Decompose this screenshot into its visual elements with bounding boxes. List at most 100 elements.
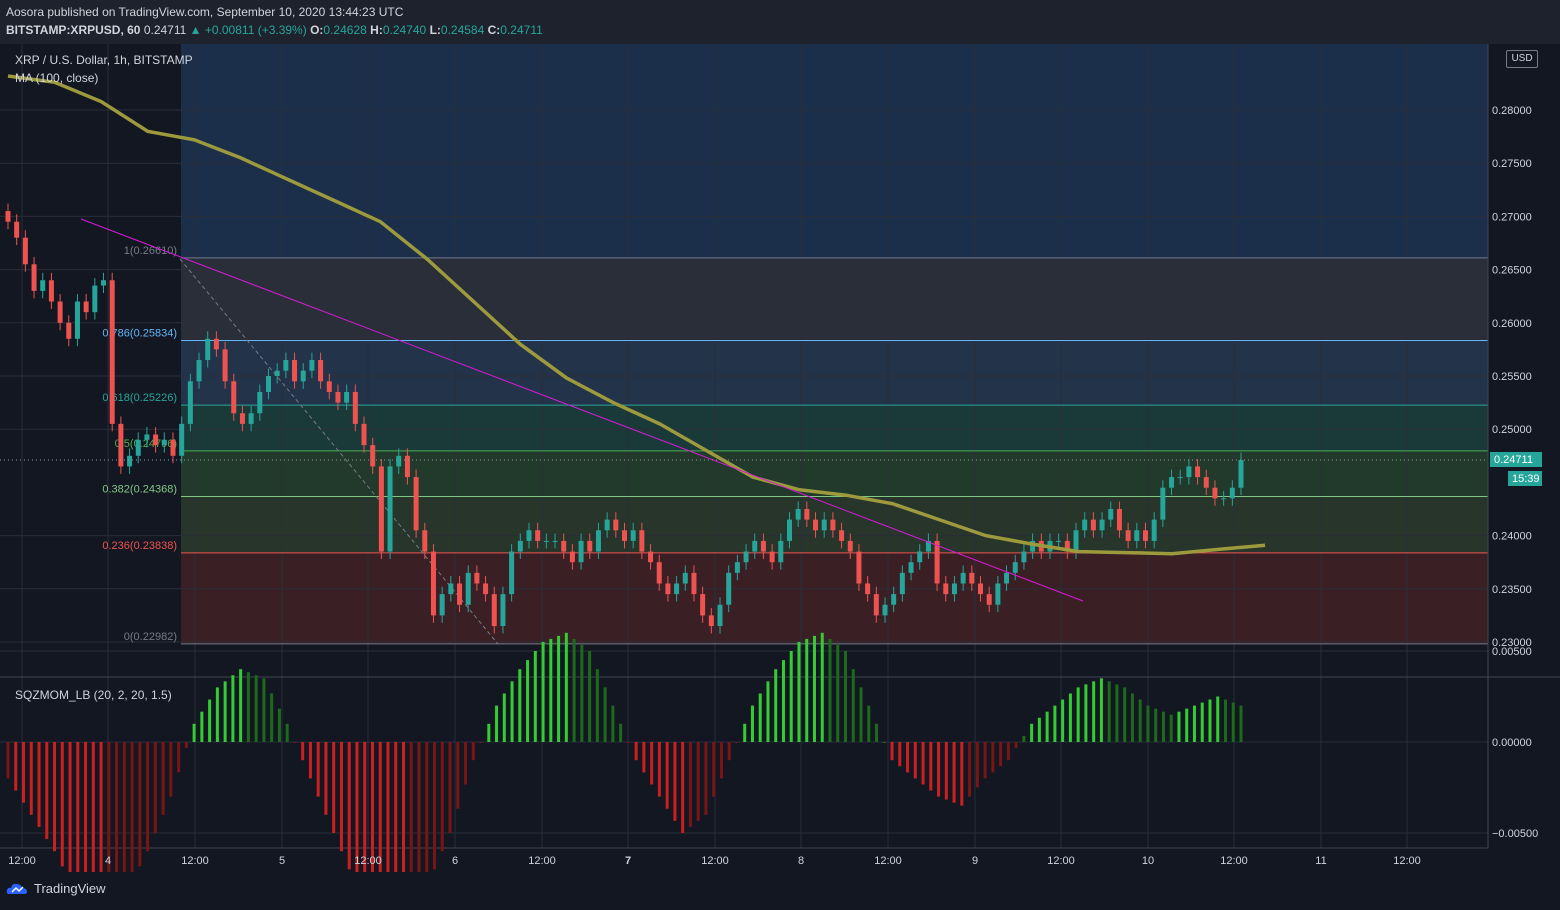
candle-body	[665, 583, 671, 595]
osc-bar	[1092, 681, 1096, 742]
high-value: 0.24740	[382, 23, 427, 37]
osc-bar	[564, 632, 568, 742]
time-tick-label: 8	[798, 855, 804, 867]
osc-bar	[409, 742, 413, 872]
candle-body	[778, 540, 784, 563]
candle-body	[613, 519, 619, 531]
osc-bar	[270, 693, 274, 742]
osc-bar	[122, 742, 126, 872]
osc-bar	[6, 742, 10, 779]
osc-bar	[1192, 705, 1196, 742]
fib-anchor-line[interactable]	[179, 258, 499, 645]
candle-body	[326, 381, 332, 392]
candle-body	[344, 391, 350, 403]
candle-body	[760, 540, 766, 552]
candle-body	[726, 572, 732, 605]
osc-bar	[812, 635, 816, 742]
candle-body	[951, 583, 957, 595]
tradingview-cloud-icon	[6, 883, 27, 894]
candle-body	[404, 455, 410, 478]
price-chart[interactable]: 1(0.26610) 0.786(0.25834) 0.618(0.25226) 0.…	[0, 0, 1560, 872]
osc-bar	[355, 742, 359, 872]
osc-bar	[146, 742, 150, 852]
osc-bar	[1161, 711, 1165, 742]
osc-bar	[875, 723, 879, 742]
time-tick-label: 10	[1142, 855, 1154, 867]
osc-bar	[1216, 696, 1220, 742]
osc-bar	[60, 742, 64, 867]
candle-body	[1134, 530, 1140, 541]
candle-body	[187, 381, 193, 424]
osc-bar	[223, 681, 227, 742]
osc-bar	[1239, 705, 1243, 742]
osc-legend[interactable]: SQZMOM_LB (20, 2, 20, 1.5)	[15, 688, 172, 702]
osc-bar	[727, 742, 731, 761]
osc-bar	[401, 742, 405, 872]
candle-body	[543, 540, 549, 542]
candle-body	[118, 423, 124, 467]
candle-body	[960, 572, 966, 584]
osc-bar	[107, 742, 111, 872]
osc-bar	[386, 742, 390, 872]
osc-bar	[743, 723, 747, 742]
candle-body	[1056, 540, 1062, 542]
candle-body	[752, 540, 758, 552]
ma-legend[interactable]: MA (100, close)	[15, 71, 98, 85]
candle-body	[1012, 562, 1018, 573]
currency-button[interactable]: USD	[1506, 50, 1538, 68]
candle-body	[552, 540, 558, 542]
osc-bar	[975, 742, 979, 788]
candle-body	[1238, 460, 1244, 488]
candle-body	[239, 413, 245, 424]
osc-bar	[1068, 693, 1072, 742]
candle-body	[170, 439, 176, 456]
osc-bar	[828, 638, 832, 742]
osc-bar	[153, 742, 157, 833]
candle-body	[535, 530, 541, 541]
candle-body	[413, 477, 419, 531]
osc-bar	[1146, 705, 1150, 742]
osc-bar	[417, 742, 421, 872]
candle-body	[457, 583, 463, 605]
osc-bar	[91, 742, 95, 872]
candle-body	[917, 551, 923, 563]
candle-body	[48, 280, 54, 302]
time-tick-label: 12:00	[701, 855, 729, 867]
osc-bar	[316, 742, 320, 797]
candle-body	[1169, 477, 1175, 488]
symbol-label[interactable]: BITSTAMP:XRPUSD, 60	[6, 23, 141, 37]
candle-body	[430, 551, 436, 616]
ma-100-line[interactable]	[7, 74, 1266, 556]
osc-bar	[952, 742, 956, 803]
osc-bar	[890, 742, 894, 761]
osc-bar	[200, 711, 204, 742]
trendline[interactable]	[80, 218, 1084, 602]
osc-bar	[1177, 711, 1181, 742]
candle-body	[804, 509, 810, 520]
osc-bar	[339, 742, 343, 852]
candle-body	[500, 594, 506, 627]
candle-body	[57, 301, 63, 323]
osc-bar	[611, 705, 615, 742]
fib-label: 0.618(0.25226)	[102, 392, 177, 404]
candle-body	[66, 322, 72, 339]
osc-bar	[526, 660, 530, 742]
candle-body	[378, 466, 384, 552]
candle-body	[578, 540, 584, 563]
tradingview-logo[interactable]: TradingView	[6, 881, 106, 896]
osc-bar	[138, 742, 142, 867]
time-tick-label: 7	[625, 855, 631, 867]
candle-body	[5, 211, 11, 222]
candle-body	[682, 572, 688, 584]
osc-bar	[557, 635, 561, 742]
candle-body	[92, 285, 98, 313]
candle-body	[700, 594, 706, 616]
osc-bar	[76, 742, 80, 872]
candle-body	[300, 370, 306, 382]
osc-bar	[239, 669, 243, 742]
osc-bar	[580, 644, 584, 742]
candle-body	[179, 423, 185, 456]
candle-body	[509, 551, 515, 595]
osc-bar	[991, 742, 995, 773]
